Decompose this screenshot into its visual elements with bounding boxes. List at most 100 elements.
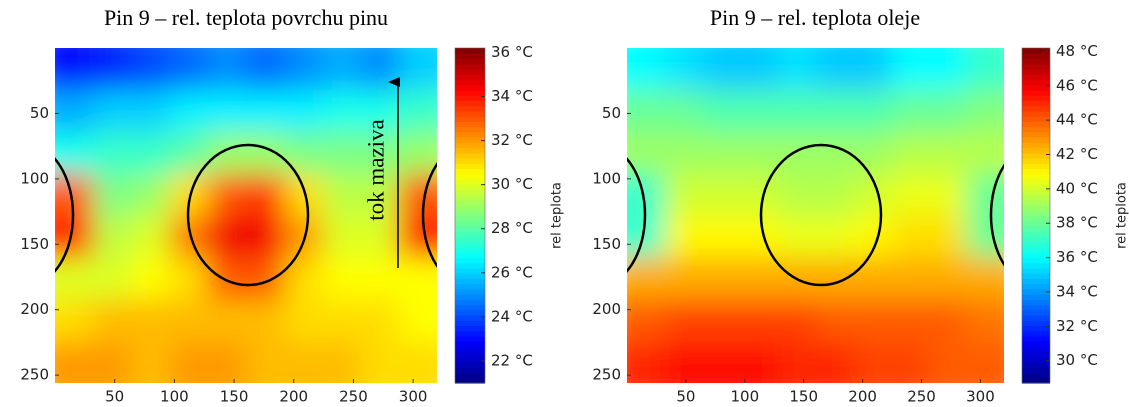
colorbar-tick-label: 46 °C	[1056, 76, 1098, 94]
heat-cell	[322, 131, 362, 175]
colorbar-swatch	[455, 278, 485, 285]
colorbar-swatch	[1022, 121, 1050, 128]
colorbar-swatch	[455, 236, 485, 243]
colorbar-swatch	[1022, 168, 1050, 175]
colorbar-swatch	[455, 356, 485, 363]
heat-cell	[169, 299, 209, 342]
colorbar-tick-label: 30 °C	[1056, 351, 1098, 369]
colorbar-tick-label: 28 °C	[491, 219, 533, 237]
heat-cell	[702, 173, 741, 216]
heat-cell	[398, 89, 437, 133]
heat-cell	[322, 89, 362, 133]
colorbar-swatch	[1022, 147, 1050, 154]
colorbar-swatch	[455, 205, 485, 211]
colorbar-swatch	[1022, 152, 1050, 159]
heat-cell	[664, 48, 703, 91]
heat-cell	[322, 299, 362, 342]
colorbar-swatch	[455, 95, 485, 101]
colorbar-swatch	[455, 105, 485, 112]
heat-cell	[93, 48, 132, 91]
colorbar-swatch	[455, 325, 485, 332]
heat-cell	[284, 173, 323, 216]
heat-cell	[55, 89, 94, 133]
circles	[627, 143, 1004, 287]
heat-cell	[207, 173, 247, 216]
heat-cell	[207, 299, 247, 342]
colorbar-tick-label: 48 °C	[1056, 42, 1098, 60]
heat-cell	[360, 341, 400, 383]
colorbar-swatch	[455, 194, 485, 201]
heat-cell	[207, 131, 247, 175]
heat-cell	[246, 173, 285, 216]
heat-cell	[928, 341, 967, 383]
colorbar-swatch	[1022, 95, 1050, 101]
chart-title: Pin 9 – rel. teplota povrchu pinu	[104, 5, 388, 30]
heat-cell	[360, 257, 400, 300]
heat-cell	[777, 299, 816, 342]
colorbar-swatch	[455, 341, 485, 347]
heat-cell	[777, 215, 816, 258]
colorbar-swatch	[1022, 100, 1050, 107]
x-tick-label: 150	[789, 388, 818, 406]
colorbar-swatch	[1022, 362, 1050, 368]
colorbar-tick-label: 32 °C	[1056, 317, 1098, 335]
colorbar-tick-label: 38 °C	[1056, 214, 1098, 232]
colorbar-swatch	[1022, 79, 1050, 86]
circle	[421, 162, 437, 268]
heat-cell	[360, 48, 400, 91]
colorbar-swatch	[455, 89, 485, 96]
colorbar-tick-label: 24 °C	[491, 307, 533, 325]
colorbar-swatch	[1022, 325, 1050, 332]
heat-cell	[815, 173, 854, 216]
colorbar-swatch	[455, 116, 485, 122]
heat-cell	[966, 48, 1004, 91]
heat-cell	[398, 257, 437, 300]
heat-cell	[131, 131, 171, 175]
heat-cell	[966, 215, 1004, 258]
colorbar-swatch	[1022, 236, 1050, 243]
x-tick-label: 200	[848, 388, 877, 406]
colorbar-swatch	[1022, 194, 1050, 201]
heat-cell	[890, 48, 930, 91]
colorbar-swatch	[455, 121, 485, 128]
colorbar-swatch	[455, 262, 485, 269]
colorbar-tick-label: 36 °C	[491, 43, 533, 61]
heat-cell	[93, 341, 132, 383]
colorbar-swatch	[1022, 178, 1050, 185]
colorbar-swatch	[1022, 199, 1050, 206]
heat-cell	[627, 257, 666, 300]
colorbar-swatch	[1022, 288, 1050, 295]
colorbar-swatch	[1022, 309, 1050, 316]
heat-cell	[246, 257, 285, 300]
x-tick-label: 250	[339, 388, 368, 406]
heat-cell	[207, 215, 247, 258]
heat-cell	[664, 89, 703, 133]
colorbar-swatch	[455, 335, 485, 342]
colorbar-swatch	[1022, 356, 1050, 363]
colorbar-swatch	[455, 220, 485, 227]
colorbar-swatch	[455, 362, 485, 368]
colorbar-swatch	[455, 288, 485, 295]
colorbar-swatch	[455, 210, 485, 217]
colorbar-swatch	[455, 320, 485, 327]
heat-cell	[169, 341, 209, 383]
colorbar-swatch	[455, 252, 485, 258]
heat-cell	[853, 89, 892, 133]
colorbar-swatch	[1022, 131, 1050, 138]
heat-cell	[55, 299, 94, 342]
colorbar-swatch	[455, 283, 485, 290]
colorbar-swatch	[1022, 163, 1050, 169]
heat-cell	[360, 215, 400, 258]
heat-cell	[627, 131, 666, 175]
colorbar-swatch	[1022, 126, 1050, 133]
x-tick-label: 150	[220, 388, 249, 406]
heat-cell	[360, 299, 400, 342]
y-tick-label: 250	[20, 366, 49, 384]
heat-cell	[284, 131, 323, 175]
circle	[186, 143, 310, 287]
heat-cell	[890, 341, 930, 383]
colorbar-swatch	[1022, 341, 1050, 347]
heat-cell	[815, 215, 854, 258]
colorbar-swatch	[455, 178, 485, 185]
